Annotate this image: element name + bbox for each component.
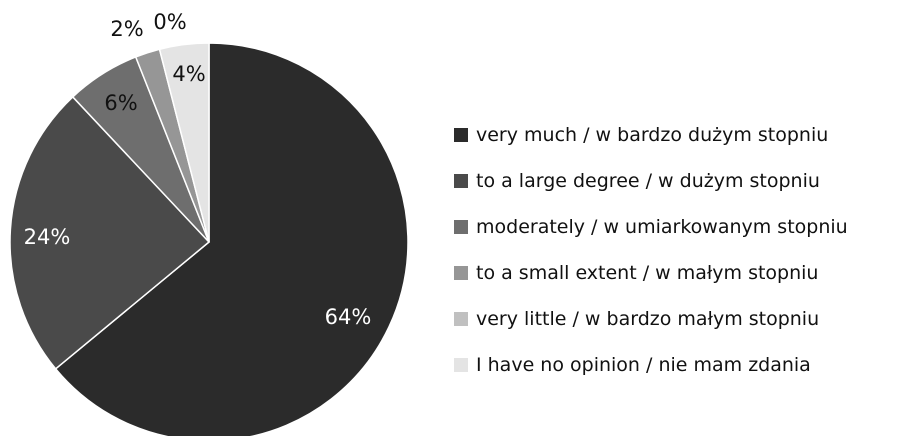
data-label-4: 2% [110, 17, 143, 41]
legend-item-4: to a small extent / w małym stopniu [454, 250, 848, 296]
legend-item-6: I have no opinion / nie mam zdania [454, 342, 848, 388]
pie-data-labels: 64% 24% 6% 2% 0% 4% [24, 10, 372, 329]
legend-swatch [454, 220, 468, 234]
pie-slice-1 [54, 42, 409, 436]
data-label-5: 0% [153, 10, 186, 34]
legend-swatch [454, 128, 468, 142]
legend-label: very much / w bardzo dużym stopniu [476, 124, 829, 146]
pie-slice-6 [158, 42, 210, 243]
legend-label: to a large degree / w dużym stopniu [476, 170, 820, 192]
legend-swatch [454, 174, 468, 188]
legend-label: I have no opinion / nie mam zdania [476, 354, 811, 376]
data-label-1: 64% [325, 305, 372, 329]
pie-slice-2 [9, 95, 211, 370]
legend-label: very little / w bardzo małym stopniu [476, 308, 820, 330]
data-label-2: 24% [24, 225, 71, 249]
legend-item-1: very much / w bardzo dużym stopniu [454, 112, 848, 158]
legend-label: moderately / w umiarkowanym stopniu [476, 216, 848, 238]
chart-legend: very much / w bardzo dużym stopniu to a l… [454, 112, 848, 388]
data-label-6: 4% [172, 62, 205, 86]
legend-label: to a small extent / w małym stopniu [476, 262, 819, 284]
legend-swatch [454, 312, 468, 326]
legend-item-2: to a large degree / w dużym stopniu [454, 158, 848, 204]
legend-swatch [454, 266, 468, 280]
legend-item-5: very little / w bardzo małym stopniu [454, 296, 848, 342]
data-label-3: 6% [104, 91, 137, 115]
legend-item-3: moderately / w umiarkowanym stopniu [454, 204, 848, 250]
legend-swatch [454, 358, 468, 372]
pie-slices [9, 42, 409, 436]
